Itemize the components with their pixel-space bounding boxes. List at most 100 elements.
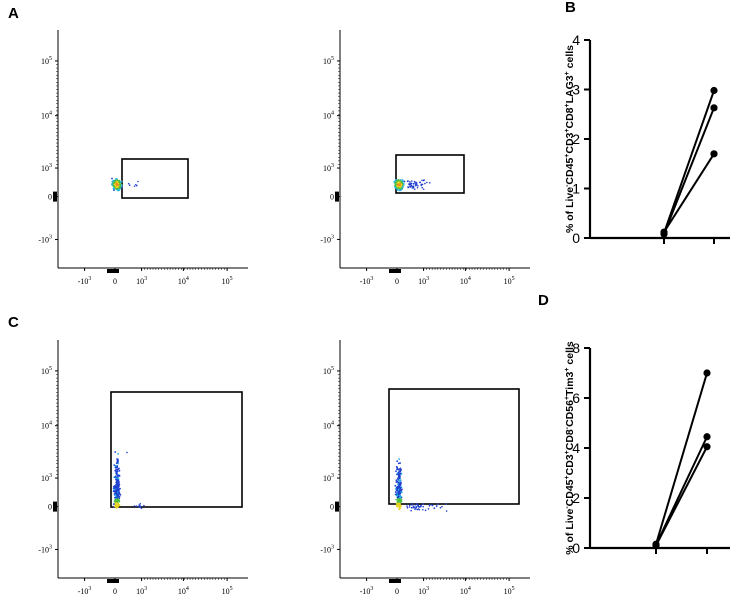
flow-x-tick-exp: 3 [88, 276, 91, 282]
cell-dot [116, 472, 118, 475]
flow-y-tick-exp: 5 [331, 366, 334, 372]
cell-dot [114, 466, 117, 469]
flow-y-zero-cluster [53, 191, 57, 202]
cell-dot [412, 186, 415, 189]
paired-y-tick-label: 4 [572, 440, 580, 456]
flow-y-tick-label: 105 [41, 56, 52, 66]
cell-population [112, 451, 145, 510]
cell-dot [397, 472, 400, 475]
cell-dot [114, 464, 117, 467]
cell-dot [116, 486, 119, 488]
paired-y-label: % of Live-CD45+CD3+CD8+LAG3+ cells [564, 45, 576, 233]
cell-dot [417, 508, 420, 510]
cell-dot [136, 184, 138, 187]
cell-dot [408, 183, 410, 185]
cell-dot [394, 484, 397, 487]
cell-dot [441, 505, 443, 508]
cell-dot [116, 468, 119, 471]
flow-x-tick-base: 0 [113, 277, 117, 286]
cell-dot [115, 481, 118, 484]
cell-dot [116, 496, 119, 499]
flow-x-tick-base: -10 [78, 277, 89, 286]
panel-label-b: B [565, 0, 576, 16]
flow-y-tick-base: 10 [41, 112, 49, 121]
gate-box [395, 154, 465, 194]
cell-dot [127, 182, 130, 185]
cell-dot [398, 494, 401, 497]
cell-dot [396, 505, 399, 507]
cell-dot [410, 182, 413, 185]
flow-y-tick-base: 0 [48, 503, 52, 512]
cell-dot [115, 498, 118, 501]
paired-y-label-sign: + [564, 71, 571, 75]
flow-x-zero-cluster [389, 579, 401, 583]
cell-dot [116, 183, 119, 186]
flow-y-tick-exp: 3 [49, 163, 52, 169]
cell-dot [420, 505, 422, 508]
paired-y-label-text: CD3 [564, 454, 576, 475]
flow-y-zero-cluster [53, 501, 57, 512]
flow-x-tick-label: 105 [504, 586, 515, 596]
cell-dot [120, 184, 123, 187]
cell-dot [394, 182, 397, 185]
flow-x-tick-label: 103 [136, 276, 147, 286]
cell-dot [445, 503, 447, 505]
flow-y-tick-base: 10 [323, 422, 331, 431]
flow-x-tick-label: 0 [395, 587, 399, 596]
cell-dot [399, 462, 401, 464]
cell-dot [118, 185, 121, 188]
cell-dot [114, 495, 117, 497]
cell-dot [397, 183, 400, 186]
cell-dot [114, 484, 117, 486]
cell-dot [435, 505, 438, 507]
cell-dot [115, 502, 118, 504]
paired-y-label-sign: - [564, 184, 571, 187]
cell-dot [437, 503, 439, 505]
paired-series [652, 433, 711, 549]
cell-dot [139, 502, 142, 505]
cell-dot [439, 507, 442, 509]
cell-dot [406, 180, 409, 183]
cell-dot [398, 484, 401, 487]
cell-dot [116, 487, 119, 490]
paired-y-tick-label: 3 [572, 82, 580, 98]
paired-y-label-text: cells [564, 45, 576, 71]
cell-dot [408, 504, 411, 507]
cell-dot [118, 500, 121, 503]
cell-dot [398, 189, 401, 192]
cell-dot [427, 508, 430, 510]
cell-dot [135, 505, 138, 507]
cell-dot [428, 182, 431, 184]
flow-y-tick-label: 105 [323, 56, 334, 66]
paired-line [655, 446, 708, 546]
cell-dot [400, 500, 403, 503]
paired-y-tick-label: 2 [572, 490, 580, 506]
flow-y-zero-cluster [335, 191, 339, 202]
cell-dot [416, 508, 419, 511]
cell-dot [409, 183, 411, 186]
cell-dot [118, 481, 120, 484]
cell-dot [114, 180, 116, 182]
cell-dot [399, 467, 402, 470]
cell-dot [117, 462, 120, 465]
flow-x-tick-exp: 4 [186, 276, 189, 282]
flow-x-tick-label: 0 [113, 587, 117, 596]
flow-x-tick-exp: 5 [230, 586, 233, 592]
cell-dot [114, 504, 117, 507]
paired-y-label-text: % of Live [564, 509, 576, 555]
flow-y-tick-label: 104 [41, 111, 52, 121]
cell-dot [409, 186, 412, 188]
cell-dot [422, 505, 425, 508]
paired-line [663, 153, 715, 233]
flow-x-tick-exp: 4 [186, 586, 189, 592]
cell-dot [416, 182, 418, 184]
cell-dot [116, 461, 119, 464]
cell-dot [114, 496, 116, 499]
cell-dot [398, 480, 401, 483]
flow-y-tick-label: 0 [48, 193, 52, 202]
flow-y-tick-label: -103 [320, 544, 334, 554]
cell-dot [398, 508, 401, 511]
cell-dot [400, 498, 402, 501]
cell-dot [394, 184, 396, 187]
